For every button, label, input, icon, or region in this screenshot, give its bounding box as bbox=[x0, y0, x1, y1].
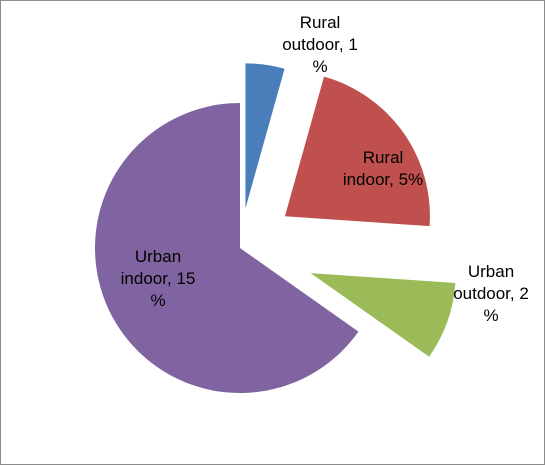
pie-slice-urban-outdoor bbox=[310, 273, 456, 357]
pie-labels: Rural outdoor, 1 % Rural indoor, 5% Urban outd… bbox=[121, 13, 529, 325]
slice-label-rural-indoor: Rural indoor, 5% bbox=[343, 148, 423, 189]
pie-slices bbox=[94, 63, 456, 393]
slice-label-rural-outdoor: Rural outdoor, 1% bbox=[282, 13, 358, 76]
slice-label-urban-indoor: Urban indoor, 15% bbox=[121, 247, 196, 310]
pie-slice-urban-indoor bbox=[94, 103, 359, 393]
slice-label-urban-outdoor: Urban outdoor, 2% bbox=[453, 262, 529, 325]
pie-slice-rural-indoor bbox=[284, 76, 430, 227]
pie-slice-rural-outdoor bbox=[245, 63, 285, 209]
